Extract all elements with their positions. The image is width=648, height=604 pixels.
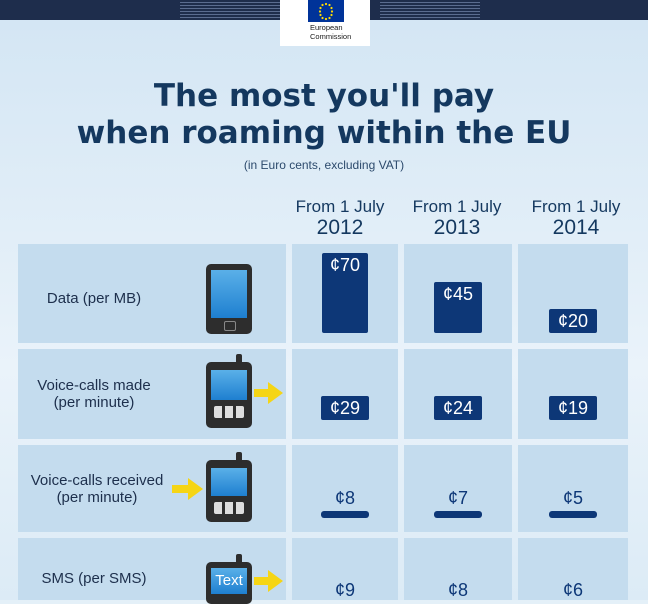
antenna-icon [236,354,242,364]
calls-received-bar-2013 [434,511,482,518]
column-header-line: From 1 July [295,197,385,216]
smartphone-screen [211,270,247,318]
calls-received-bar-2012 [321,511,369,518]
calls-received-label-2014: ¢5 [562,488,584,508]
row-sms-cell-2014 [518,538,628,600]
row-label-calls-made: Voice-calls made (per minute) [18,377,170,411]
row-calls-made-cell-2013 [404,349,512,439]
row-label-sms: SMS (per SMS) [18,570,170,587]
chart-title-line-1: The most you'll pay [153,78,495,114]
eu-flag-icon [308,0,344,22]
logo-text: European Commission [310,23,351,41]
phone-screen [211,468,247,496]
column-header-year: 2013 [433,216,481,239]
sms-label-2012: ¢9 [334,580,356,600]
row-calls-made-cell-2014 [518,349,628,439]
incoming-arrow-icon [172,478,203,500]
column-header-2012: From 1 July 2012 [285,196,395,238]
row-calls-made-cell-2012 [292,349,398,439]
row-label-data: Data (per MB) [18,290,170,307]
logo-line-1: European [310,23,343,32]
data-bar-2012: ¢70 [322,253,368,333]
smartphone-icon [206,264,252,334]
row-label-line-2: (per minute) [56,489,138,506]
calls-made-value-2014: ¢19 [549,396,597,420]
sms-label-2013: ¢8 [447,580,469,600]
antenna-icon [236,452,242,462]
column-header-year: 2014 [552,216,600,239]
column-header-2014: From 1 July 2014 [521,196,631,238]
keypad-icon [214,406,244,418]
outgoing-arrow-icon [254,382,283,404]
row-label-line: Data (per MB) [46,290,142,307]
calls-received-label-2012: ¢8 [334,488,356,508]
calls-received-label-2013: ¢7 [447,488,469,508]
banner-stripes-right [380,0,480,20]
row-sms-cell-2012 [292,538,398,600]
column-header-year: 2012 [316,216,364,239]
phone-screen [211,370,247,400]
home-button-icon [224,321,236,331]
row-label-line: Voice-calls received [30,472,164,489]
sms-phone-icon: Text [206,554,252,604]
mobile-phone-receiving-icon [206,452,252,522]
column-header-line: From 1 July [412,197,502,216]
logo-line-2: Commission [310,32,352,41]
row-label-calls-received: Voice-calls received (per minute) [22,472,172,506]
calls-made-value-2013: ¢24 [434,396,482,420]
data-bar-2014: ¢20 [549,309,597,333]
row-label-line: SMS (per SMS) [41,570,147,587]
sms-screen-text: Text [211,568,247,594]
chart-subtitle: (in Euro cents, excluding VAT) [243,158,405,172]
antenna-icon [236,554,242,564]
calls-made-value-2012: ¢29 [321,396,369,420]
data-bar-2013: ¢45 [434,282,482,333]
mobile-phone-icon [206,354,252,428]
keypad-icon [214,502,244,514]
row-label-line: Voice-calls made [37,377,151,394]
calls-received-bar-2014 [549,511,597,518]
sms-label-2014: ¢6 [562,580,584,600]
european-commission-logo: European Commission [280,0,370,46]
column-header-line: From 1 July [531,197,621,216]
chart-title-line-2: when roaming within the EU [76,115,572,151]
sms-arrow-icon [254,570,283,592]
column-header-2013: From 1 July 2013 [402,196,512,238]
row-sms-cell-2013 [404,538,512,600]
row-label-line-2: (per minute) [53,394,135,411]
banner-stripes-left [180,0,280,20]
